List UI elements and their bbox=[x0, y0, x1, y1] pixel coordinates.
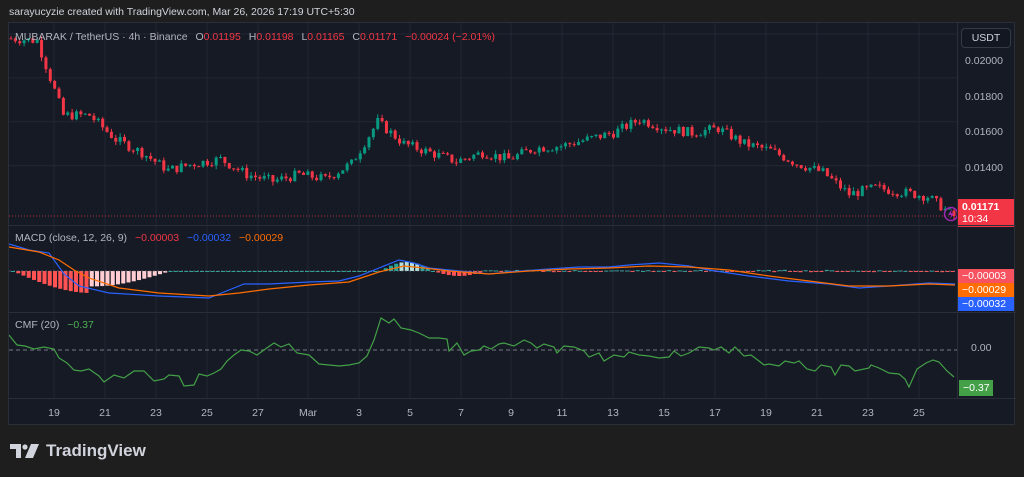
time-tick: 27 bbox=[252, 407, 264, 419]
currency-button[interactable]: USDT bbox=[961, 28, 1011, 48]
time-tick: 21 bbox=[99, 407, 111, 419]
time-axis-separator bbox=[9, 398, 1016, 399]
macd-chart bbox=[9, 226, 957, 312]
macd-title[interactable]: MACD (close, 12, 26, 9) bbox=[15, 232, 128, 244]
macd-axis[interactable] bbox=[957, 226, 1016, 312]
brand-name: TradingView bbox=[46, 441, 146, 460]
cmf-zero-tick: 0.00 bbox=[971, 342, 992, 354]
price-tick: 0.02000 bbox=[965, 55, 1003, 67]
symbol-name[interactable]: MUBARAK / TetherUS · 4h · Binance bbox=[15, 31, 188, 43]
time-tick: Mar bbox=[298, 407, 318, 419]
open-value: 0.01195 bbox=[203, 31, 241, 43]
macd-line bbox=[9, 243, 956, 299]
macd-legend: MACD (close, 12, 26, 9) −0.00003 −0.0003… bbox=[15, 232, 288, 244]
candlestick-chart bbox=[9, 23, 957, 225]
pane-separator[interactable] bbox=[9, 225, 1016, 226]
macd-signal-value: −0.00029 bbox=[239, 232, 284, 244]
chart-frame: MUBARAK / TetherUS · 4h · Binance O0.011… bbox=[8, 22, 1016, 426]
macd-pane[interactable]: MACD (close, 12, 26, 9) −0.00003 −0.0003… bbox=[9, 226, 957, 312]
time-tick: 7 bbox=[458, 407, 464, 419]
low-value: 0.01165 bbox=[307, 31, 345, 43]
signal-line bbox=[9, 246, 956, 297]
cmf-line bbox=[9, 317, 955, 389]
symbol-legend: MUBARAK / TetherUS · 4h · Binance O0.011… bbox=[15, 31, 496, 43]
tradingview-logo-icon bbox=[10, 444, 39, 458]
cmf-last-label: −0.37 bbox=[959, 380, 993, 396]
price-tick: 0.01400 bbox=[965, 162, 1003, 174]
cmf-legend: CMF (20) −0.37 bbox=[15, 319, 99, 331]
time-tick: 11 bbox=[556, 407, 568, 419]
time-tick: 9 bbox=[508, 407, 514, 419]
close-value: 0.01171 bbox=[360, 31, 398, 43]
macd-signal-label: −0.00029 bbox=[958, 283, 1014, 297]
time-tick: 19 bbox=[48, 407, 60, 419]
pane-separator[interactable] bbox=[9, 312, 1016, 313]
price-tick: 0.01800 bbox=[965, 91, 1003, 103]
time-tick: 21 bbox=[811, 407, 823, 419]
macd-histogram-label: −0.00003 bbox=[958, 269, 1014, 283]
time-axis[interactable]: 19 21 23 25 27 Mar 3 5 7 9 11 13 15 17 19 21 23 25 bbox=[9, 399, 957, 426]
time-tick: 23 bbox=[862, 407, 874, 419]
time-tick: 25 bbox=[913, 407, 925, 419]
last-price-label: 0.01171 10:34 bbox=[958, 199, 1014, 227]
time-tick: 3 bbox=[356, 407, 362, 419]
cmf-chart bbox=[9, 313, 957, 398]
lightning-icon bbox=[943, 206, 957, 222]
time-tick: 13 bbox=[607, 407, 619, 419]
time-tick: 25 bbox=[201, 407, 213, 419]
time-tick: 17 bbox=[709, 407, 721, 419]
time-tick: 15 bbox=[658, 407, 670, 419]
time-tick: 19 bbox=[760, 407, 772, 419]
macd-line-label: −0.00032 bbox=[958, 297, 1014, 311]
price-axis[interactable] bbox=[957, 23, 1016, 225]
bar-countdown: 10:34 bbox=[962, 213, 989, 225]
change-value: −0.00024 (−2.01%) bbox=[405, 31, 496, 43]
cmf-value: −0.37 bbox=[67, 319, 94, 331]
price-tick: 0.01600 bbox=[965, 126, 1003, 138]
cmf-pane[interactable]: CMF (20) −0.37 bbox=[9, 313, 957, 398]
macd-histogram-value: −0.00003 bbox=[134, 232, 180, 244]
time-tick: 23 bbox=[150, 407, 162, 419]
macd-line-value: −0.00032 bbox=[186, 232, 232, 244]
time-tick: 5 bbox=[407, 407, 413, 419]
high-value: 0.01198 bbox=[256, 31, 294, 43]
price-pane[interactable]: MUBARAK / TetherUS · 4h · Binance O0.011… bbox=[9, 23, 957, 225]
cmf-title[interactable]: CMF (20) bbox=[15, 319, 60, 331]
cmf-axis[interactable] bbox=[957, 313, 1016, 398]
chart-caption: sarayucyzie created with TradingView.com… bbox=[9, 6, 355, 18]
tradingview-logo[interactable]: TradingView bbox=[10, 441, 146, 461]
